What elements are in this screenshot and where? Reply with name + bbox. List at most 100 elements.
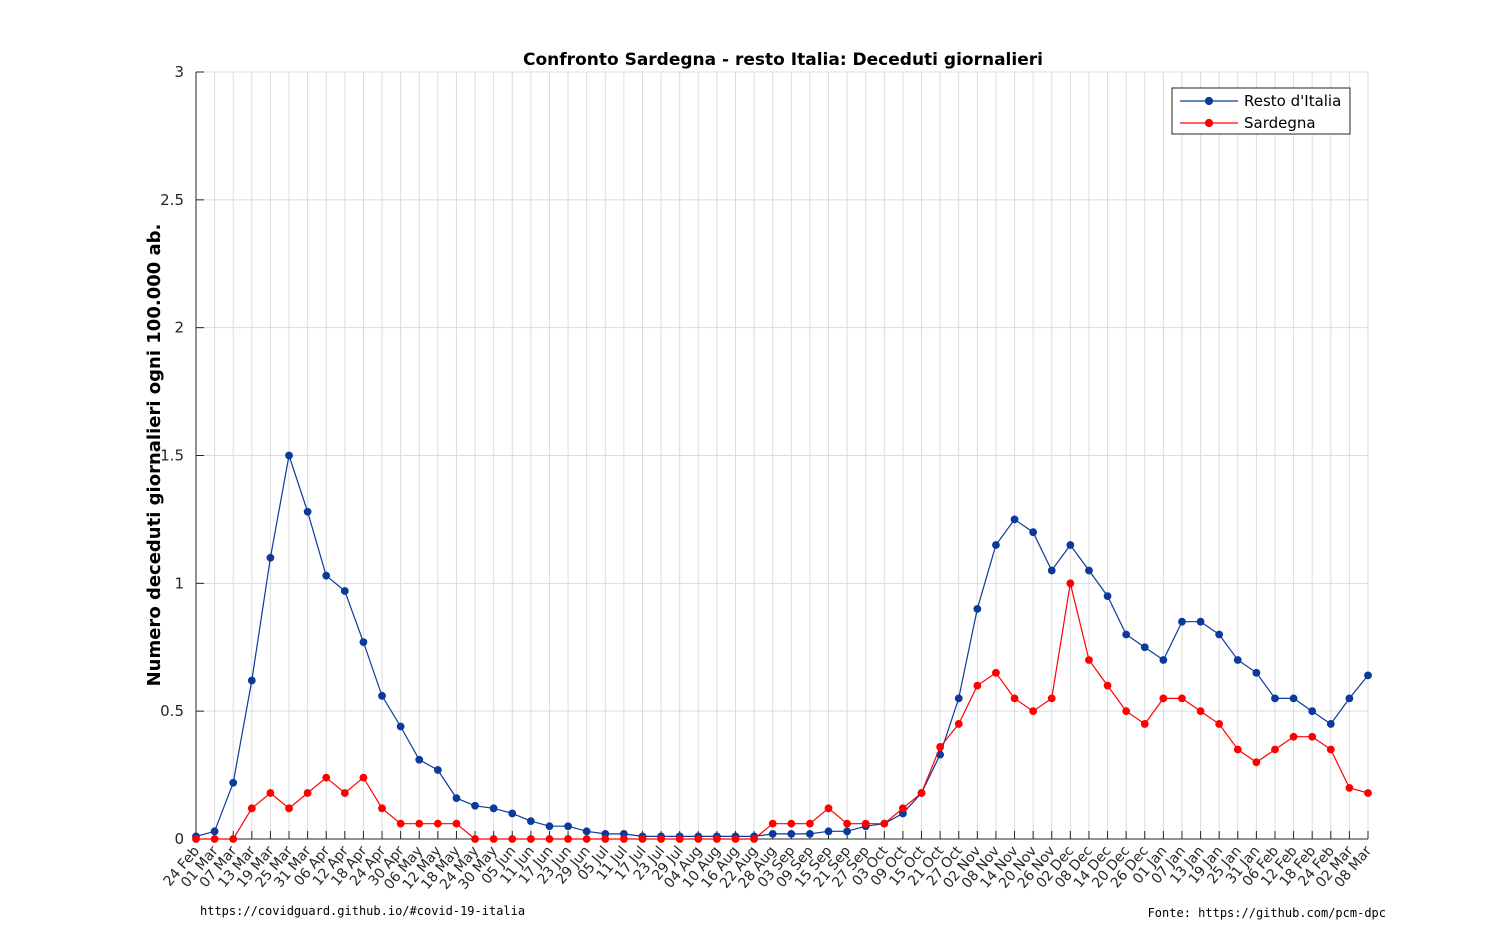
data-point <box>1066 579 1075 588</box>
data-point <box>545 822 554 831</box>
data-point <box>806 819 814 828</box>
legend-marker <box>1204 96 1214 106</box>
data-point <box>954 720 963 728</box>
y-tick-label: 1 <box>174 574 184 592</box>
data-point <box>1215 630 1224 639</box>
y-tick-label: 3 <box>174 63 184 81</box>
data-point <box>1271 745 1279 754</box>
data-point <box>452 794 461 802</box>
data-point <box>452 819 461 828</box>
data-point <box>489 804 498 813</box>
data-point <box>1196 707 1205 716</box>
footer-data-source: Fonte: https://github.com/pcm-dpc <box>1147 906 1386 920</box>
data-point <box>1196 617 1205 626</box>
data-point <box>545 835 554 843</box>
data-point <box>1308 732 1317 741</box>
data-point <box>1215 720 1224 728</box>
data-point <box>229 835 238 843</box>
data-point <box>1308 707 1317 716</box>
data-point <box>880 819 889 828</box>
data-point <box>210 835 219 843</box>
data-point <box>582 827 591 836</box>
data-point <box>619 835 628 843</box>
y-axis-label: Numero deceduti giornalieri ogni 100.000… <box>144 224 165 687</box>
data-point <box>1345 694 1354 703</box>
data-point <box>1364 789 1372 797</box>
data-point <box>1103 592 1112 601</box>
data-point <box>712 835 721 843</box>
data-point <box>1271 694 1279 703</box>
data-point <box>526 835 535 843</box>
data-point <box>1047 694 1056 703</box>
data-point <box>564 822 572 831</box>
data-point <box>378 804 386 813</box>
data-point <box>1289 732 1298 741</box>
data-point <box>266 553 275 562</box>
data-point <box>359 638 368 647</box>
y-tick-label: 0 <box>174 830 184 848</box>
data-point <box>1066 541 1075 549</box>
data-point <box>340 789 349 797</box>
data-point <box>508 835 517 843</box>
legend-label: Sardegna <box>1244 114 1316 132</box>
data-point <box>992 541 1000 549</box>
data-point <box>266 789 275 797</box>
data-point <box>675 835 684 843</box>
data-point <box>1140 720 1149 728</box>
data-point <box>992 668 1000 677</box>
y-tick-label: 1.5 <box>160 447 184 465</box>
data-point <box>1345 783 1354 792</box>
series-line-sardegna <box>196 583 1369 840</box>
data-point <box>1085 566 1093 575</box>
data-point <box>657 835 665 843</box>
y-tick-label: 2.5 <box>160 191 184 209</box>
data-point <box>247 676 256 685</box>
data-point <box>1364 671 1372 680</box>
data-point <box>861 819 870 828</box>
data-point <box>1326 745 1335 754</box>
data-point <box>768 829 777 838</box>
data-point <box>210 827 219 836</box>
data-point <box>936 743 945 751</box>
data-point <box>973 605 982 613</box>
data-point <box>768 819 777 828</box>
data-point <box>303 789 312 797</box>
data-point <box>1010 515 1019 524</box>
legend-marker <box>1204 118 1214 128</box>
data-point <box>1252 758 1261 767</box>
legend: Resto d'Italia Sardegna <box>1171 87 1351 135</box>
data-point <box>824 804 833 813</box>
data-point <box>843 827 852 836</box>
data-point <box>415 755 424 764</box>
data-point <box>396 819 405 828</box>
data-point <box>582 835 591 843</box>
data-point <box>824 827 833 836</box>
data-point <box>601 835 610 843</box>
data-point <box>973 681 982 690</box>
data-point <box>285 451 293 460</box>
data-point <box>1178 617 1186 626</box>
data-point <box>229 778 238 787</box>
data-point <box>1233 656 1242 664</box>
data-point <box>564 835 572 843</box>
data-point <box>899 804 907 813</box>
data-point <box>1029 528 1038 537</box>
data-point <box>247 804 256 813</box>
data-point <box>787 819 796 828</box>
data-point <box>489 835 498 843</box>
data-point <box>285 804 293 813</box>
data-point <box>1010 694 1019 703</box>
legend-box <box>1171 87 1351 135</box>
data-point <box>508 809 517 818</box>
data-point <box>1047 566 1056 575</box>
data-point <box>731 835 740 843</box>
legend-label: Resto d'Italia <box>1244 92 1341 110</box>
data-point <box>1103 681 1112 690</box>
data-point <box>1159 694 1168 703</box>
data-point <box>378 691 386 700</box>
data-point <box>396 722 405 731</box>
data-point <box>917 789 926 797</box>
data-point <box>1159 656 1168 664</box>
data-point <box>433 819 442 828</box>
